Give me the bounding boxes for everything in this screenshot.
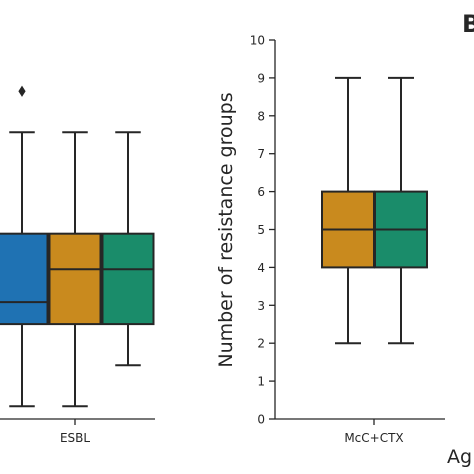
y-tick-label: 9: [257, 71, 265, 85]
y-tick-label: 1: [257, 375, 265, 389]
mcc-ctx-box-1: [321, 76, 375, 345]
y-tick-label: 0: [257, 413, 265, 427]
mcc-ctx-box-2: [374, 76, 428, 345]
esbl-box-3: [101, 131, 155, 367]
left-panel: ESBL: [0, 85, 155, 445]
left-x-ticks: ESBL: [60, 419, 90, 445]
right-x-ticks: McC+CTX: [344, 419, 404, 445]
esbl-iqr-box: [0, 232, 49, 326]
esbl-box-2: [48, 131, 102, 408]
y-tick-label: 10: [250, 34, 265, 48]
esbl-iqr-box: [101, 232, 155, 326]
right-y-axis-title: Number of resistance groups: [215, 92, 237, 367]
y-tick-label: 2: [257, 337, 265, 351]
y-tick-label: 4: [257, 261, 265, 275]
right-boxes: [321, 76, 428, 345]
panel-letter: B: [462, 10, 474, 38]
left-boxes: [0, 85, 155, 408]
y-tick-label: 5: [257, 223, 265, 237]
mcc-ctx-x-tick-label: McC+CTX: [344, 431, 403, 445]
y-tick-label: 3: [257, 299, 265, 313]
right-panel: 0 1 2 3 4 5 6 7 8 9 10 McC+CTX Number of resistanc…: [215, 34, 472, 469]
y-tick-label: 7: [257, 147, 265, 161]
esbl-box-1: [0, 85, 49, 408]
esbl-x-tick-label: ESBL: [60, 431, 90, 445]
right-x-axis-title: Ag: [447, 446, 472, 468]
y-tick-label: 8: [257, 109, 265, 123]
y-tick-label: 6: [257, 185, 265, 199]
right-y-ticks: 0 1 2 3 4 5 6 7 8 9 10: [250, 34, 275, 427]
esbl-iqr-box: [48, 232, 102, 326]
esbl-outlier: [18, 85, 26, 97]
